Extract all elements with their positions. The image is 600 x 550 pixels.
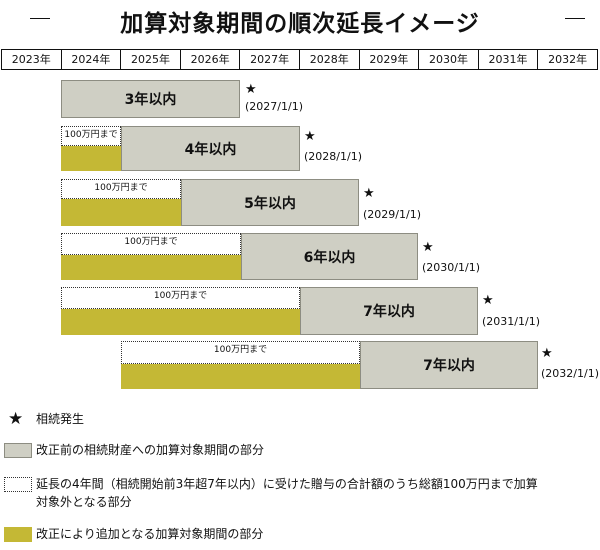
legend-dotted-text-1: 延長の4年間（相続開始前3年超7年以内）に受けた贈与の合計額のうち総額100万円… xyxy=(36,477,538,491)
star-icon: ★ xyxy=(541,346,553,361)
year-cell: 2027年 xyxy=(240,50,300,69)
added-period-bar xyxy=(61,199,181,226)
excluded-100man-box: 100万円まで xyxy=(121,341,360,364)
star-icon: ★ xyxy=(245,82,257,97)
year-cell: 2030年 xyxy=(419,50,479,69)
legend-star-text: 相続発生 xyxy=(36,412,85,426)
prior-period-bar: 7年以内 xyxy=(300,287,478,335)
prior-period-bar: 3年以内 xyxy=(61,80,240,118)
year-cell: 2025年 xyxy=(121,50,181,69)
added-period-bar xyxy=(61,309,300,335)
year-cell: 2031年 xyxy=(479,50,539,69)
inheritance-date: (2027/1/1) xyxy=(245,100,303,113)
excluded-100man-box: 100万円まで xyxy=(61,233,241,255)
excluded-100man-box: 100万円まで xyxy=(61,287,300,309)
year-cell: 2032年 xyxy=(538,50,598,69)
inheritance-date: (2030/1/1) xyxy=(422,261,480,274)
star-icon: ★ xyxy=(422,240,434,255)
inheritance-date: (2031/1/1) xyxy=(482,315,540,328)
title-area: 加算対象期間の順次延長イメージ xyxy=(0,0,600,38)
prior-period-bar: 6年以内 xyxy=(241,233,418,280)
added-period-bar xyxy=(61,255,241,280)
legend-gray-text: 改正前の相続財産への加算対象期間の部分 xyxy=(36,443,265,457)
year-cell: 2023年 xyxy=(2,50,62,69)
inheritance-date: (2032/1/1) xyxy=(541,367,599,380)
year-cell: 2026年 xyxy=(181,50,241,69)
year-cell: 2028年 xyxy=(300,50,360,69)
star-icon: ★ xyxy=(304,129,316,144)
year-cell: 2024年 xyxy=(62,50,122,69)
page-title: 加算対象期間の順次延長イメージ xyxy=(120,10,480,37)
inheritance-date: (2028/1/1) xyxy=(304,150,362,163)
prior-period-bar: 5年以内 xyxy=(181,179,359,226)
prior-period-bar: 7年以内 xyxy=(360,341,538,389)
star-icon: ★ xyxy=(482,293,494,308)
excluded-100man-box: 100万円まで xyxy=(61,179,181,199)
inheritance-date: (2029/1/1) xyxy=(363,208,421,221)
star-icon: ★ xyxy=(363,186,375,201)
prior-period-bar: 4年以内 xyxy=(121,126,300,171)
title-dash-left xyxy=(30,18,50,19)
year-header: 2023年 2024年 2025年 2026年 2027年 2028年 2029… xyxy=(1,49,598,70)
legend-star-icon: ★ xyxy=(8,409,24,429)
year-cell: 2029年 xyxy=(360,50,420,69)
legend-gray-swatch xyxy=(4,443,32,458)
legend-olive-text: 改正により追加となる加算対象期間の部分 xyxy=(36,527,264,541)
added-period-bar xyxy=(121,364,360,389)
excluded-100man-box: 100万円まで xyxy=(61,126,121,146)
added-period-bar xyxy=(61,146,121,171)
legend-olive-swatch xyxy=(4,527,32,542)
title-dash-right xyxy=(565,18,585,19)
legend-dotted-swatch xyxy=(4,477,32,492)
legend-dotted-text-2: 対象外となる部分 xyxy=(36,495,132,509)
